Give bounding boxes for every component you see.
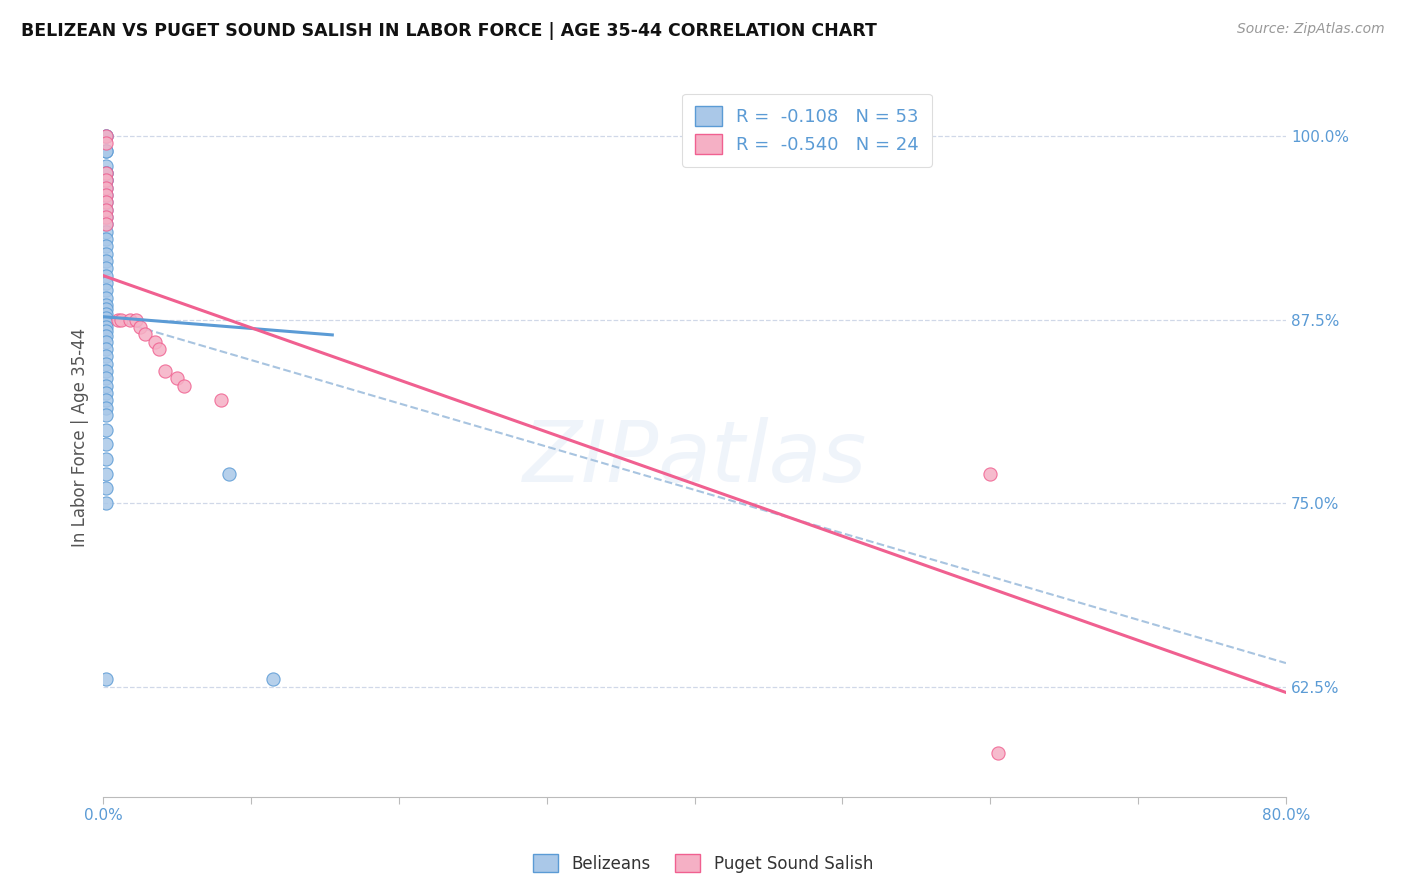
Point bbox=[94, 357, 117, 371]
Point bbox=[94, 217, 117, 231]
Point bbox=[94, 210, 117, 224]
Point bbox=[94, 239, 117, 253]
Text: Source: ZipAtlas.com: Source: ZipAtlas.com bbox=[1237, 22, 1385, 37]
Point bbox=[94, 144, 117, 158]
Point bbox=[94, 129, 117, 144]
Point bbox=[94, 232, 117, 246]
Point bbox=[94, 268, 117, 283]
Point bbox=[94, 173, 117, 187]
Point bbox=[94, 328, 117, 343]
Point bbox=[173, 378, 195, 392]
Legend: R =  -0.108   N = 53, R =  -0.540   N = 24: R = -0.108 N = 53, R = -0.540 N = 24 bbox=[682, 94, 932, 167]
Point bbox=[94, 195, 117, 210]
Point bbox=[94, 349, 117, 363]
Point bbox=[94, 423, 117, 437]
Point bbox=[94, 437, 117, 451]
Text: ZIPatlas: ZIPatlas bbox=[523, 417, 866, 500]
Point bbox=[94, 482, 117, 496]
Point bbox=[94, 401, 117, 415]
Point bbox=[94, 467, 117, 481]
Point bbox=[124, 312, 146, 326]
Point bbox=[94, 324, 117, 338]
Point bbox=[94, 316, 117, 330]
Point bbox=[94, 180, 117, 194]
Point bbox=[148, 342, 170, 356]
Point bbox=[94, 261, 117, 276]
Point bbox=[94, 129, 117, 144]
Point bbox=[118, 312, 141, 326]
Point bbox=[94, 246, 117, 260]
Point bbox=[94, 342, 117, 356]
Point bbox=[94, 320, 117, 334]
Point bbox=[94, 173, 117, 187]
Point bbox=[94, 166, 117, 180]
Y-axis label: In Labor Force | Age 35-44: In Labor Force | Age 35-44 bbox=[72, 327, 89, 547]
Point bbox=[94, 311, 117, 326]
Point bbox=[94, 452, 117, 467]
Point bbox=[94, 202, 117, 217]
Point bbox=[979, 467, 1001, 481]
Point bbox=[209, 393, 232, 408]
Point bbox=[94, 166, 117, 180]
Legend: Belizeans, Puget Sound Salish: Belizeans, Puget Sound Salish bbox=[526, 847, 880, 880]
Point bbox=[94, 298, 117, 312]
Point bbox=[94, 302, 117, 317]
Point bbox=[94, 364, 117, 378]
Point bbox=[94, 283, 117, 297]
Point bbox=[94, 136, 117, 151]
Point bbox=[94, 202, 117, 217]
Point bbox=[987, 746, 1010, 760]
Point bbox=[94, 378, 117, 392]
Point bbox=[94, 386, 117, 401]
Point bbox=[129, 320, 152, 334]
Point bbox=[94, 408, 117, 422]
Point bbox=[94, 393, 117, 408]
Text: BELIZEAN VS PUGET SOUND SALISH IN LABOR FORCE | AGE 35-44 CORRELATION CHART: BELIZEAN VS PUGET SOUND SALISH IN LABOR … bbox=[21, 22, 877, 40]
Point bbox=[143, 334, 166, 349]
Point bbox=[94, 187, 117, 202]
Point bbox=[94, 159, 117, 173]
Point bbox=[94, 166, 117, 180]
Point bbox=[262, 672, 284, 686]
Point bbox=[107, 312, 129, 326]
Point bbox=[94, 371, 117, 385]
Point bbox=[94, 217, 117, 231]
Point bbox=[94, 291, 117, 305]
Point bbox=[94, 144, 117, 158]
Point bbox=[94, 276, 117, 290]
Point bbox=[94, 334, 117, 349]
Point bbox=[94, 187, 117, 202]
Point bbox=[94, 173, 117, 187]
Point bbox=[94, 496, 117, 510]
Point bbox=[94, 254, 117, 268]
Point bbox=[94, 672, 117, 686]
Point bbox=[134, 327, 156, 342]
Point bbox=[94, 210, 117, 224]
Point bbox=[155, 364, 177, 378]
Point bbox=[94, 307, 117, 321]
Point bbox=[110, 312, 132, 326]
Point bbox=[94, 195, 117, 210]
Point bbox=[94, 225, 117, 239]
Point bbox=[94, 129, 117, 144]
Point bbox=[94, 180, 117, 194]
Point bbox=[166, 371, 188, 385]
Point bbox=[218, 467, 240, 481]
